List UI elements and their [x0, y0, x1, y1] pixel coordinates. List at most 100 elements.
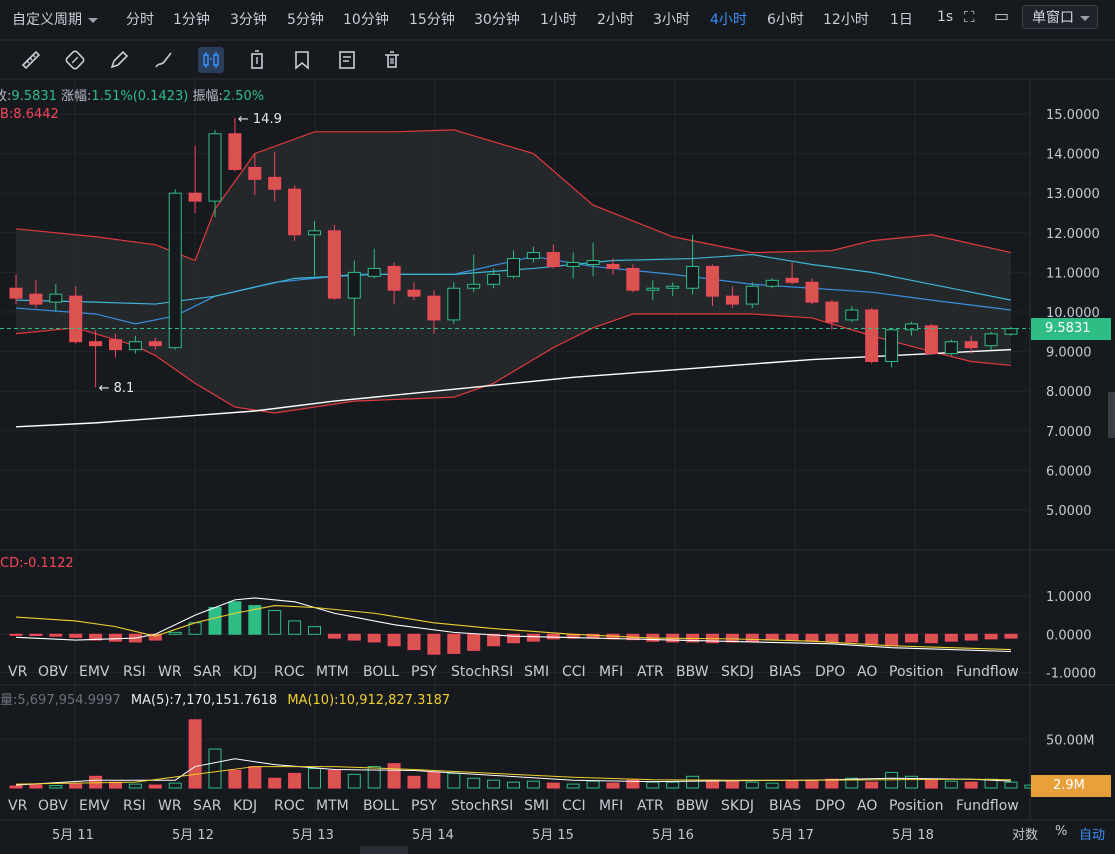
- indicator-atr[interactable]: ATR: [637, 664, 664, 680]
- indicator-stochrsi[interactable]: StochRSI: [451, 798, 514, 814]
- indicator-mfi[interactable]: MFI: [599, 798, 624, 814]
- volume-value: 量:5,697,954.9997: [0, 693, 121, 708]
- indicator-sar[interactable]: SAR: [193, 664, 222, 680]
- note-icon[interactable]: [334, 47, 360, 73]
- indicator-rsi[interactable]: RSI: [123, 664, 146, 680]
- indicator-cci[interactable]: CCI: [562, 798, 586, 814]
- pencil-icon[interactable]: [106, 47, 132, 73]
- fullscreen-icon[interactable]: ⛶: [964, 8, 975, 26]
- indicator-atr[interactable]: ATR: [637, 798, 664, 814]
- indicator-boll[interactable]: BOLL: [363, 664, 399, 680]
- percent-toggle[interactable]: %: [1055, 824, 1068, 839]
- timeframe-14[interactable]: 1s: [937, 9, 954, 25]
- indicator-smi[interactable]: SMI: [524, 664, 550, 680]
- indicator-position[interactable]: Position: [889, 798, 944, 814]
- timeframe-0[interactable]: 分时: [126, 12, 154, 28]
- delete-icon[interactable]: [379, 47, 405, 73]
- vol-ma5-value: MA(5):7,170,151.7618: [130, 693, 278, 708]
- indicator-rsi[interactable]: RSI: [123, 798, 146, 814]
- volume-bar-3: [69, 783, 83, 789]
- indicator-ao[interactable]: AO: [857, 664, 878, 680]
- indicator-obv[interactable]: OBV: [38, 664, 68, 680]
- candles-icon[interactable]: [198, 47, 224, 73]
- indicator-bbw[interactable]: BBW: [676, 798, 709, 814]
- indicator-mtm[interactable]: MTM: [316, 798, 349, 814]
- candle-body-25: [507, 258, 520, 277]
- indicator-sar[interactable]: SAR: [193, 798, 222, 814]
- volume-bar-19: [387, 763, 401, 789]
- timeframe-10[interactable]: 4小时: [710, 12, 747, 28]
- timeframe-1[interactable]: 1分钟: [173, 12, 210, 28]
- macd-bar-45: [905, 633, 918, 643]
- macd-bar-11: [228, 601, 242, 635]
- volume-bar-48: [964, 781, 978, 789]
- indicator-kdj[interactable]: KDJ: [233, 664, 258, 680]
- timeframe-4[interactable]: 10分钟: [343, 12, 389, 28]
- indicator-ao[interactable]: AO: [857, 798, 878, 814]
- indicator-fundflow[interactable]: Fundflow: [956, 798, 1019, 814]
- indicator-skdj[interactable]: SKDJ: [721, 664, 754, 680]
- indicator-emv[interactable]: EMV: [79, 798, 110, 814]
- custom-period-dropdown[interactable]: 自定义周期: [12, 9, 98, 29]
- candle-body-21: [427, 295, 441, 321]
- macd-bar-24: [487, 633, 501, 647]
- indicator-emv[interactable]: EMV: [79, 664, 110, 680]
- indicator-vr[interactable]: VR: [8, 664, 28, 680]
- volume-bar-28: [566, 783, 580, 789]
- log-scale-toggle[interactable]: 对数: [1012, 828, 1039, 843]
- indicator-smi[interactable]: SMI: [524, 798, 550, 814]
- timeframe-13[interactable]: 1日: [890, 12, 913, 28]
- timeframe-11[interactable]: 6小时: [767, 12, 804, 28]
- indicator-psy[interactable]: PSY: [411, 798, 437, 814]
- indicator-wr[interactable]: WR: [158, 664, 182, 680]
- indicator-mtm[interactable]: MTM: [316, 664, 349, 680]
- brush-icon[interactable]: [151, 47, 177, 73]
- macd-bar-8: [168, 631, 182, 635]
- current-volume-box: 2.9M: [1031, 775, 1111, 797]
- indicator-obv[interactable]: OBV: [38, 798, 68, 814]
- indicator-roc[interactable]: ROC: [274, 798, 305, 814]
- bookmark-icon[interactable]: [289, 47, 315, 73]
- indicator-position[interactable]: Position: [889, 664, 944, 680]
- auto-scale-toggle[interactable]: 自动: [1079, 828, 1106, 843]
- indicator-psy[interactable]: PSY: [411, 664, 437, 680]
- indicator-stochrsi[interactable]: StochRSI: [451, 664, 514, 680]
- side-panel-handle[interactable]: [1108, 392, 1115, 438]
- trash-bin-icon[interactable]: [244, 47, 270, 73]
- header-seg-1: 9.5831: [11, 89, 57, 104]
- timeframe-2[interactable]: 3分钟: [230, 12, 267, 28]
- indicator-boll[interactable]: BOLL: [363, 798, 399, 814]
- indicator-cci[interactable]: CCI: [562, 664, 586, 680]
- indicator-mfi[interactable]: MFI: [599, 664, 624, 680]
- window-select[interactable]: 单窗口: [1022, 5, 1098, 29]
- indicator-dpo[interactable]: DPO: [815, 798, 846, 814]
- timeframe-8[interactable]: 2小时: [597, 12, 634, 28]
- indicator-dpo[interactable]: DPO: [815, 664, 846, 680]
- indicator-bias[interactable]: BIAS: [769, 798, 802, 814]
- window-icon[interactable]: ▭: [994, 6, 1010, 25]
- ruler-icon[interactable]: [18, 47, 44, 73]
- timeframe-3[interactable]: 5分钟: [287, 12, 324, 28]
- indicator-roc[interactable]: ROC: [274, 664, 305, 680]
- timeframe-9[interactable]: 3小时: [653, 12, 690, 28]
- collapse-handle[interactable]: [360, 846, 408, 854]
- macd-bar-0: [9, 633, 23, 636]
- indicator-kdj[interactable]: KDJ: [233, 798, 258, 814]
- macd-bar-39: [785, 633, 799, 641]
- eraser-icon[interactable]: [62, 47, 88, 73]
- macd-bar-41: [825, 633, 839, 643]
- indicator-bbw[interactable]: BBW: [676, 664, 709, 680]
- indicator-fundflow[interactable]: Fundflow: [956, 664, 1019, 680]
- timeframe-12[interactable]: 12小时: [823, 12, 869, 28]
- candle-body-10: [208, 133, 222, 202]
- volume-bar-37: [745, 781, 759, 789]
- indicator-skdj[interactable]: SKDJ: [721, 798, 754, 814]
- indicator-bias[interactable]: BIAS: [769, 664, 802, 680]
- indicator-vr[interactable]: VR: [8, 798, 28, 814]
- indicator-wr[interactable]: WR: [158, 798, 182, 814]
- candle-body-50: [1004, 328, 1018, 335]
- timeframe-7[interactable]: 1小时: [540, 12, 577, 28]
- timeframe-5[interactable]: 15分钟: [409, 12, 455, 28]
- timeframe-6[interactable]: 30分钟: [474, 12, 520, 28]
